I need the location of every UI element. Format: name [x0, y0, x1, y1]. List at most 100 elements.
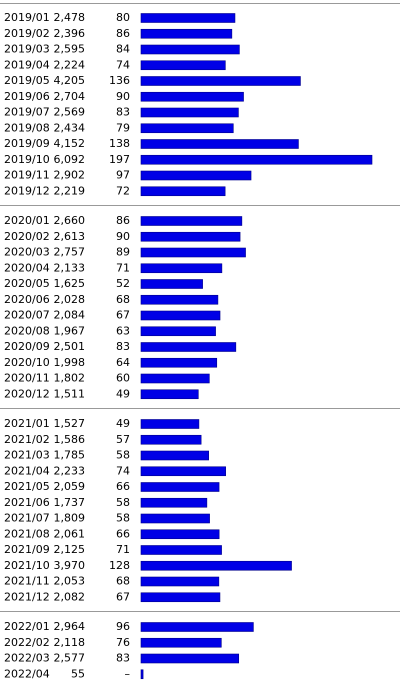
- month: 2019/12: [4, 184, 50, 197]
- average: 136: [109, 74, 130, 87]
- bar: [140, 419, 200, 429]
- average: 83: [116, 652, 130, 665]
- average: 138: [109, 137, 130, 150]
- count: 2,028: [54, 293, 86, 306]
- month: 2019/10: [4, 153, 50, 166]
- bar: [140, 13, 236, 23]
- count: 3,970: [54, 559, 86, 572]
- count: 2,595: [54, 43, 86, 56]
- bar: [140, 560, 292, 571]
- bar: [140, 310, 221, 321]
- average: –: [125, 667, 131, 680]
- count: 2,053: [54, 575, 86, 588]
- count: 2,964: [54, 620, 86, 633]
- month: 2021/05: [4, 480, 50, 493]
- month: 2021/10: [4, 559, 50, 572]
- bar: [140, 342, 237, 352]
- bar: [140, 123, 234, 134]
- month: 2020/10: [4, 356, 50, 369]
- bar: [140, 326, 216, 337]
- bar: [140, 545, 222, 555]
- count: 2,224: [54, 58, 86, 71]
- bar: [140, 622, 254, 632]
- average: 72: [116, 184, 130, 197]
- average: 96: [116, 620, 130, 633]
- bar: [140, 513, 210, 524]
- average: 197: [109, 153, 130, 166]
- month: 2019/04: [4, 58, 50, 71]
- month: 2021/01: [4, 417, 50, 430]
- count: 2,569: [54, 106, 86, 119]
- count: 6,092: [54, 153, 86, 166]
- bar: [140, 450, 209, 461]
- average: 58: [116, 512, 130, 525]
- average: 89: [116, 246, 130, 259]
- average: 71: [116, 261, 130, 274]
- count: 2,501: [54, 340, 86, 353]
- count: 2,478: [54, 11, 86, 24]
- average: 76: [116, 636, 130, 649]
- bar: [140, 139, 299, 149]
- month: 2020/09: [4, 340, 50, 353]
- bar: [140, 482, 220, 492]
- month: 2021/08: [4, 527, 50, 540]
- average: 67: [116, 309, 130, 322]
- month: 2019/06: [4, 90, 50, 103]
- count: 4,152: [54, 137, 86, 150]
- bar: [140, 653, 240, 664]
- average: 90: [116, 230, 130, 243]
- average: 83: [116, 106, 130, 119]
- month: 2022/02: [4, 636, 50, 649]
- count: 2,233: [54, 464, 86, 477]
- average: 49: [116, 417, 130, 430]
- average: 68: [116, 575, 130, 588]
- month: 2019/09: [4, 137, 50, 150]
- average: 66: [116, 527, 130, 540]
- count: 1,625: [54, 277, 86, 290]
- count: 1,586: [54, 433, 86, 446]
- average: 79: [116, 121, 130, 134]
- bar: [140, 44, 240, 55]
- bar: [140, 216, 243, 226]
- count: 2,613: [54, 230, 86, 243]
- bar: [140, 231, 241, 242]
- month: 2020/06: [4, 293, 50, 306]
- month: 2022/01: [4, 620, 50, 633]
- average: 64: [116, 356, 130, 369]
- average: 128: [109, 559, 130, 572]
- bar: [140, 91, 244, 102]
- month: 2021/04: [4, 464, 50, 477]
- bar: [140, 669, 144, 680]
- count: 1,737: [54, 496, 86, 509]
- bar: [140, 576, 220, 587]
- month: 2019/08: [4, 121, 50, 134]
- month: 2019/03: [4, 43, 50, 56]
- month: 2019/01: [4, 11, 50, 24]
- bar: [140, 107, 239, 118]
- month: 2022/03: [4, 652, 50, 665]
- count: 2,434: [54, 121, 86, 134]
- count: 2,219: [54, 184, 86, 197]
- bar: [140, 466, 226, 477]
- count: 1,785: [54, 449, 86, 462]
- count: 1,998: [54, 356, 86, 369]
- month: 2021/03: [4, 449, 50, 462]
- average: 67: [116, 590, 130, 603]
- month: 2021/02: [4, 433, 50, 446]
- average: 60: [116, 372, 130, 385]
- month: 2020/07: [4, 309, 50, 322]
- month: 2020/05: [4, 277, 50, 290]
- count: 2,082: [54, 590, 86, 603]
- average: 74: [116, 58, 130, 71]
- month: 2020/08: [4, 324, 50, 337]
- average: 58: [116, 449, 130, 462]
- month: 2020/03: [4, 246, 50, 259]
- count: 1,511: [54, 387, 86, 400]
- month: 2021/09: [4, 543, 50, 556]
- count: 2,660: [54, 214, 86, 227]
- average: 52: [116, 277, 130, 290]
- count: 2,757: [54, 246, 86, 259]
- month: 2019/02: [4, 27, 50, 40]
- bar: [140, 186, 226, 197]
- month: 2020/02: [4, 230, 50, 243]
